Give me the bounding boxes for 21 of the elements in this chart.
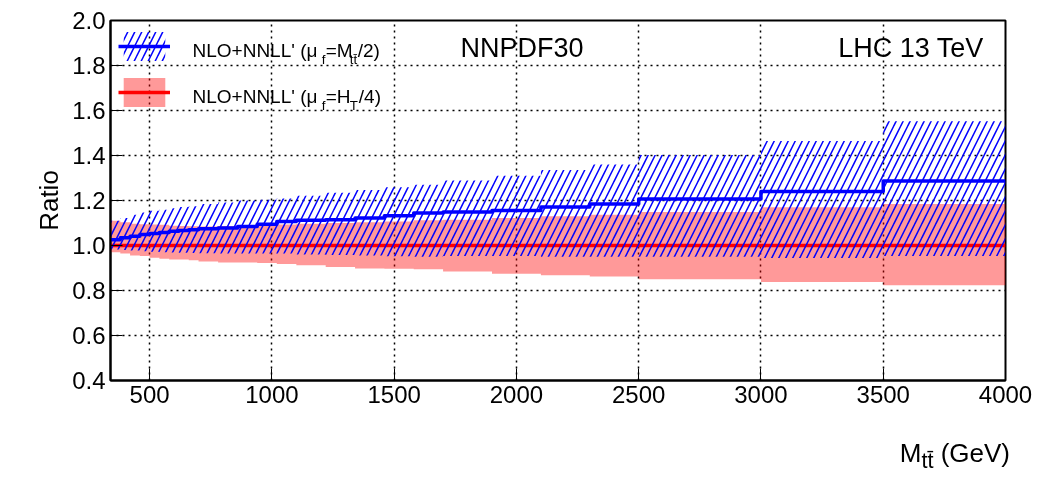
- x-tick-label: 2500: [612, 380, 666, 408]
- y-axis-title: Ratio: [34, 170, 65, 231]
- x-tick-label: 500: [129, 380, 170, 408]
- x-tick-label: 2000: [489, 380, 544, 408]
- y-tick-label: 1.0: [72, 232, 106, 259]
- y-tick-label: 1.2: [72, 187, 106, 214]
- y-tick-label: 1.4: [72, 142, 106, 169]
- annotation: LHC 13 TeV: [838, 32, 984, 63]
- y-tick-label: 1.8: [72, 52, 106, 79]
- y-tick-label: 1.6: [72, 97, 106, 124]
- x-tick-label: 4000: [978, 380, 1033, 408]
- y-tick-label: 0.8: [72, 277, 106, 304]
- y-tick-label: 2.0: [72, 7, 106, 34]
- annotation: NNPDF30: [460, 32, 584, 63]
- x-axis-title: M$_{tt̄}$ (GeV): [899, 437, 1010, 476]
- y-tick-label: 0.6: [72, 322, 106, 349]
- y-tick-label: 0.4: [72, 367, 106, 394]
- x-tick-label: 3500: [856, 380, 910, 408]
- x-tick-label: 1500: [367, 380, 421, 408]
- x-tick-label: 3000: [734, 380, 788, 408]
- x-tick-label: 1000: [245, 380, 299, 408]
